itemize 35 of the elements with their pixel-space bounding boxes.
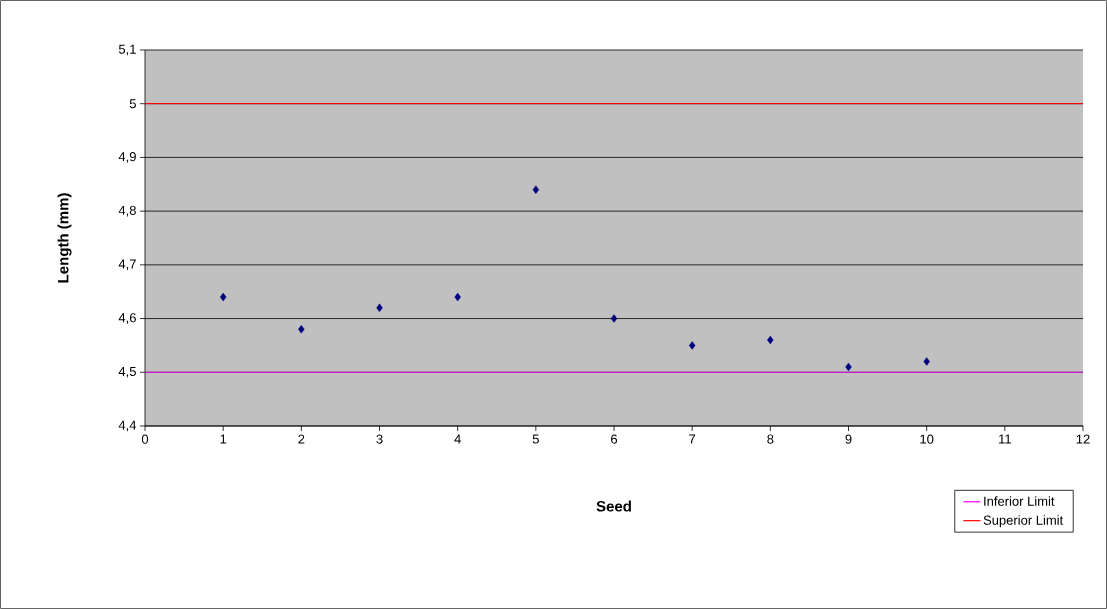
point <box>688 341 696 350</box>
point <box>298 325 305 334</box>
point <box>219 292 227 302</box>
y-tick-label: 4,8 <box>118 205 136 217</box>
x-tick-label: 4 <box>454 434 461 444</box>
point <box>767 335 774 345</box>
x-tick-label: 8 <box>767 434 774 444</box>
y-axis-title: Length (mm) <box>57 193 72 283</box>
x-tick-label: 0 <box>141 434 149 444</box>
y-tick-label: 4,7 <box>118 259 136 271</box>
x-tick-label: 11 <box>999 434 1011 444</box>
y-tick-label: 4,4 <box>118 420 137 432</box>
point <box>376 303 383 313</box>
x-tick-label: 2 <box>298 434 305 444</box>
x-tick-label: 7 <box>689 434 696 444</box>
x-tick-label: 1 <box>220 434 227 444</box>
x-tick-label: 3 <box>376 434 383 444</box>
x-tick-label: 6 <box>611 434 618 444</box>
point <box>845 362 852 372</box>
point <box>454 292 461 302</box>
legend-label: Superior Limit <box>983 515 1064 528</box>
x-tick-label: 9 <box>845 434 852 444</box>
y-tick-label: 4,9 <box>118 152 136 163</box>
y-tick-label: 5,1 <box>118 44 136 56</box>
x-tick-label: 12 <box>1076 434 1090 444</box>
y-tick-label: 4,6 <box>118 313 136 324</box>
legend-label: Inferior Limit <box>984 496 1055 506</box>
y-tick-label: 5 <box>129 99 136 109</box>
x-tick-label: 5 <box>532 434 539 444</box>
x-axis-title: Seed <box>596 500 631 512</box>
y-tick-label: 4,5 <box>118 366 136 378</box>
x-tick-label: 10 <box>920 434 934 444</box>
point <box>532 185 540 194</box>
point <box>923 357 930 366</box>
point <box>610 314 618 323</box>
